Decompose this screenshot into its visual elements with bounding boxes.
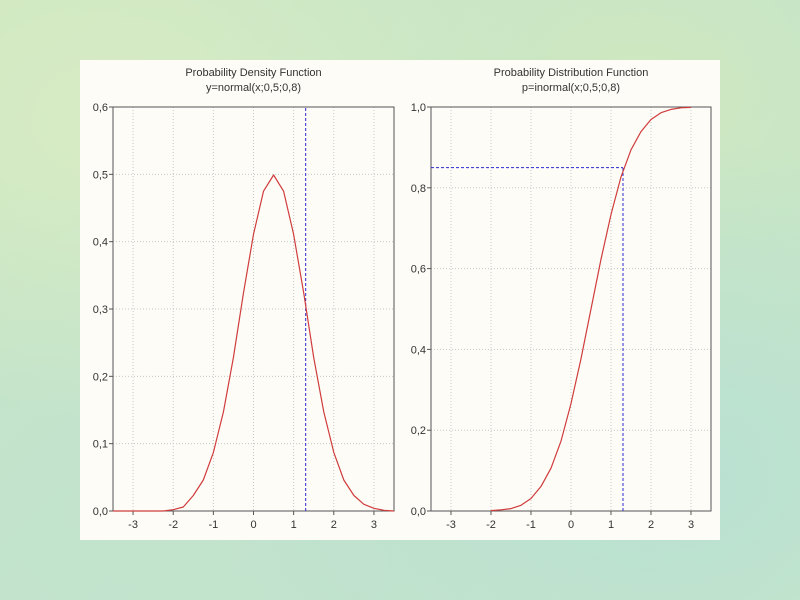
chart-1-x-tick-label: 1 [291, 519, 297, 531]
chart-1-y-tick-label: 0,5 [93, 169, 108, 181]
chart-2-y-tick-label: 0,4 [411, 344, 426, 356]
chart-1-y-tick-label: 0,3 [93, 304, 108, 316]
chart-2-x-tick-label: -1 [526, 519, 536, 531]
chart-2-x-tick-label: 2 [648, 519, 654, 531]
chart-2-x-tick-label: -3 [446, 519, 456, 531]
chart-1-x-tick-label: -2 [168, 519, 178, 531]
chart-1-x-tick-label: 3 [371, 519, 377, 531]
chart-2-x-tick-label: -2 [486, 519, 496, 531]
chart-2-subtitle: p=inormal(x;0,5;0,8) [522, 82, 620, 94]
chart-2-title: Probability Distribution Function [494, 67, 649, 79]
chart-1-x-tick-label: 0 [250, 519, 256, 531]
chart-1-series-line [113, 174, 395, 512]
chart-1-y-tick-label: 0,6 [93, 102, 108, 114]
chart-2-y-tick-label: 0,0 [411, 506, 426, 518]
chart-2-y-tick-label: 1,0 [411, 102, 426, 114]
chart-2-y-tick-label: 0,6 [411, 264, 426, 276]
chart-1-y-tick-label: 0,1 [93, 439, 108, 451]
chart-panel: Probability Density Function y=normal(x;0… [80, 60, 720, 540]
chart-1-x-tick-label: -1 [208, 519, 218, 531]
charts-svg: Probability Density Function y=normal(x;0… [93, 67, 712, 531]
chart-1-y-tick-label: 0,4 [93, 237, 108, 249]
chart-2-y-tick-label: 0,2 [411, 425, 426, 437]
chart-1-x-tick-label: 2 [331, 519, 337, 531]
chart-1-subtitle: y=normal(x;0,5;0,8) [206, 82, 301, 94]
chart-1-y-tick-label: 0,2 [93, 371, 108, 383]
chart-1-x-tick-label: -3 [128, 519, 138, 531]
chart-2-series-line [490, 106, 692, 512]
chart-2-x-tick-label: 3 [688, 519, 694, 531]
chart-2-y-tick-label: 0,8 [411, 183, 426, 195]
chart-2-plot-frame [430, 106, 712, 512]
chart-1-y-tick-label: 0,0 [93, 506, 108, 518]
chart-2-x-tick-label: 1 [608, 519, 614, 531]
chart-1-plot-frame [112, 106, 395, 512]
chart-1-title: Probability Density Function [185, 67, 321, 79]
chart-2-x-tick-label: 0 [568, 519, 574, 531]
